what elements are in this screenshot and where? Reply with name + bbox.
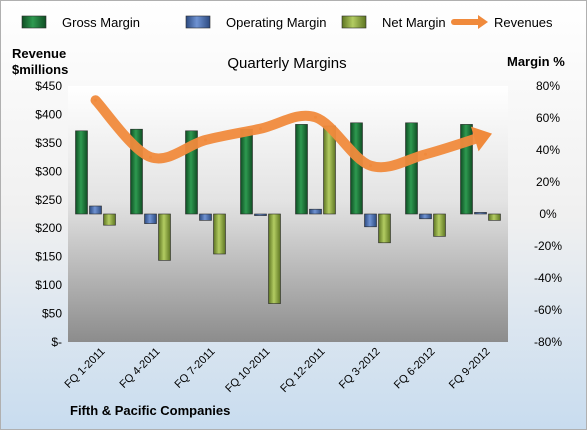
right-tick-label: -60%	[534, 303, 562, 317]
right-tick-label: -20%	[534, 239, 562, 253]
bar-net-margin	[378, 213, 391, 244]
revenue-point	[424, 152, 427, 156]
right-tick-label: 80%	[536, 79, 560, 93]
bar-net-margin	[488, 213, 501, 221]
bar-net-margin	[158, 213, 171, 261]
right-tick-label: 60%	[536, 111, 560, 125]
chart-title: Quarterly Margins	[227, 55, 346, 72]
bar-gross-margin	[350, 122, 363, 215]
right-tick-label: -40%	[534, 271, 562, 285]
bar-operating-margin	[199, 213, 212, 221]
left-tick-label: $250	[35, 193, 62, 207]
bar-operating-margin	[419, 213, 432, 220]
bar-gross-margin	[405, 122, 418, 215]
left-axis-title-line1: Revenue	[12, 46, 66, 61]
right-axis-ticks: -80% -60% -40% -20% 0% 20% 40% 60% 80%	[534, 79, 562, 349]
legend-swatch-operating-margin	[185, 15, 211, 29]
bar-operating-margin	[309, 208, 322, 215]
revenue-line-layer	[90, 95, 492, 173]
revenue-point	[479, 135, 482, 139]
legend-label: Operating Margin	[226, 15, 326, 30]
left-tick-label: $350	[35, 136, 62, 150]
legend-arrowhead-revenues	[478, 15, 488, 29]
revenue-point	[369, 164, 372, 168]
legend-swatch-net-margin	[341, 15, 367, 29]
left-tick-label: $-	[51, 335, 62, 349]
left-tick-label: $50	[42, 307, 62, 321]
revenue-point	[204, 138, 207, 142]
bar-operating-margin	[474, 212, 487, 215]
bar-net-margin	[268, 213, 281, 304]
legend-label: Gross Margin	[62, 15, 140, 30]
left-tick-label: $100	[35, 278, 62, 292]
right-tick-label: 0%	[539, 207, 557, 221]
bar-net-margin	[213, 213, 226, 255]
legend-label: Net Margin	[382, 15, 446, 30]
bar-operating-margin	[144, 213, 157, 224]
left-axis-title-line2: $millions	[12, 62, 68, 77]
revenue-point	[94, 98, 97, 102]
legend: Gross Margin Operating Margin Net Margin Re…	[21, 15, 553, 30]
bar-gross-margin	[75, 130, 88, 215]
revenue-point	[149, 155, 152, 159]
bar-gross-margin	[295, 124, 308, 215]
bar-marks	[75, 122, 501, 304]
right-tick-label: 20%	[536, 175, 560, 189]
revenue-point	[259, 127, 262, 131]
bar-operating-margin	[89, 205, 102, 215]
bar-operating-margin	[364, 213, 377, 228]
legend-label: Revenues	[494, 15, 553, 30]
left-tick-label: $200	[35, 221, 62, 235]
right-tick-label: 40%	[536, 143, 560, 157]
bar-net-margin	[323, 125, 336, 215]
bar-gross-margin	[240, 128, 253, 215]
legend-swatch-gross-margin	[21, 15, 47, 29]
revenue-point	[314, 115, 317, 119]
right-axis-title: Margin %	[507, 54, 565, 69]
bar-net-margin	[103, 213, 116, 226]
bar-net-margin	[433, 213, 446, 237]
right-tick-label: -80%	[534, 335, 562, 349]
left-tick-label: $450	[35, 79, 62, 93]
bar-operating-margin	[254, 213, 267, 216]
footer-company: Fifth & Pacific Companies	[70, 403, 230, 418]
left-axis-ticks: $- $50 $100 $150 $200 $250 $300 $350 $400 $450	[35, 79, 62, 349]
revenue-arrowhead	[470, 126, 492, 152]
left-tick-label: $150	[35, 250, 62, 264]
left-tick-label: $400	[35, 107, 62, 121]
left-tick-label: $300	[35, 164, 62, 178]
